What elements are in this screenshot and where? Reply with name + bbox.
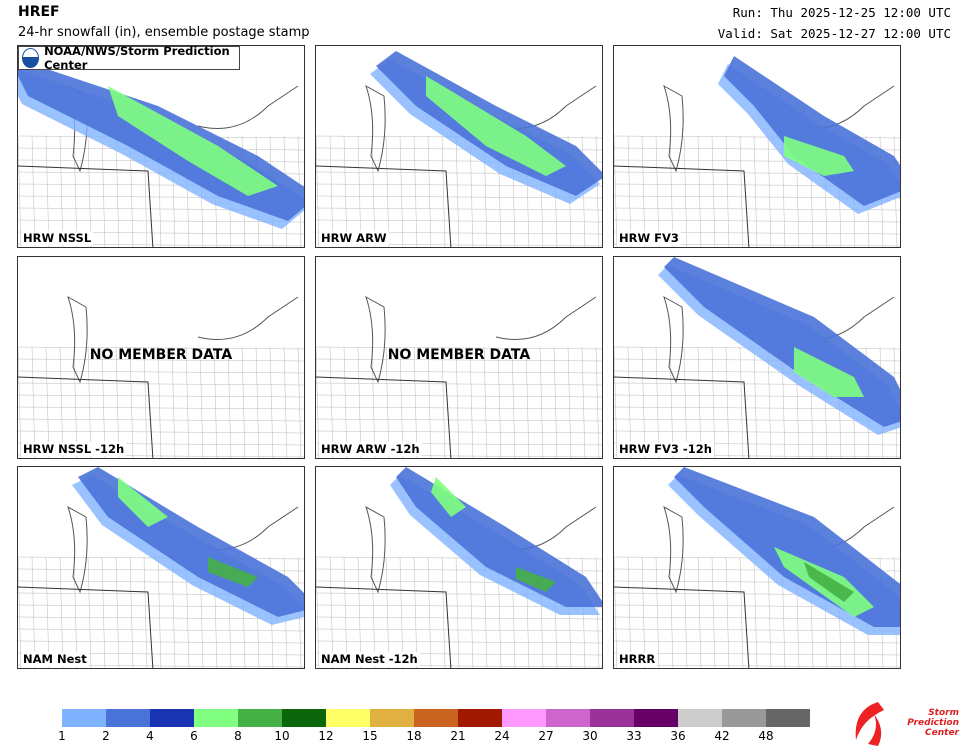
panel-label: HRRR — [617, 652, 658, 666]
snow-band — [804, 562, 854, 602]
colorbar-swatch — [678, 709, 722, 727]
colorbar-tick-label: 6 — [190, 729, 198, 743]
map-panel: NO MEMBER DATA HRW ARW -12h — [315, 256, 603, 459]
snow-band — [724, 56, 900, 206]
colorbar-tick-label: 12 — [318, 729, 334, 743]
colorbar-swatch — [414, 709, 458, 727]
colorbar-tick-label: 33 — [626, 729, 642, 743]
colorbar-swatch — [238, 709, 282, 727]
colorbar-tick-label: 18 — [406, 729, 422, 743]
panel-label: HRW NSSL — [21, 231, 94, 245]
map-base — [316, 295, 602, 458]
colorbar-swatch — [370, 709, 414, 727]
colorbar-tick-label: 8 — [234, 729, 242, 743]
no-data-message: NO MEMBER DATA — [89, 347, 233, 363]
snow-band — [431, 477, 466, 517]
colorbar-swatch — [590, 709, 634, 727]
colorbar-swatch — [62, 709, 106, 727]
colorbar-tick-label: 24 — [494, 729, 510, 743]
colorbar — [62, 709, 810, 727]
snow-band — [516, 567, 556, 592]
colorbar-tick-label: 36 — [670, 729, 686, 743]
snow-band — [426, 76, 566, 176]
noaa-logo-banner: NOAA/NWS/Storm Prediction Center — [18, 44, 240, 72]
colorbar-tick-label: 21 — [450, 729, 466, 743]
map-panel: HRW FV3 — [613, 45, 901, 248]
colorbar-swatch — [766, 709, 810, 727]
colorbar-tick-label: 30 — [582, 729, 598, 743]
colorbar-tick-label: 1 — [58, 729, 66, 743]
snow-band — [118, 477, 168, 527]
map-base — [316, 51, 602, 247]
colorbar-swatch — [502, 709, 546, 727]
colorbar-tick-label: 4 — [146, 729, 154, 743]
product-title: HREF — [18, 4, 60, 20]
colorbar-swatch — [106, 709, 150, 727]
map-base — [18, 467, 304, 668]
colorbar-tick-label: 2 — [102, 729, 110, 743]
colorbar-tick-label: 42 — [714, 729, 730, 743]
run-time: Run: Thu 2025-12-25 12:00 UTC — [732, 5, 951, 20]
product-subtitle: 24-hr snowfall (in), ensemble postage st… — [18, 25, 310, 40]
no-data-message: NO MEMBER DATA — [387, 347, 531, 363]
noaa-logo-text: NOAA/NWS/Storm Prediction Center — [44, 44, 230, 72]
colorbar-tick-label: 27 — [538, 729, 554, 743]
panel-label: NAM Nest -12h — [319, 652, 420, 666]
map-panel: HRW FV3 -12h — [613, 256, 901, 459]
colorbar-swatch — [546, 709, 590, 727]
map-panel: HRW NSSL — [17, 45, 305, 248]
colorbar-swatch — [282, 709, 326, 727]
valid-time: Valid: Sat 2025-12-27 12:00 UTC — [717, 26, 951, 41]
spc-logo: Storm Prediction Center — [848, 700, 963, 748]
panel-label: HRW ARW -12h — [319, 442, 422, 456]
colorbar-swatch — [458, 709, 502, 727]
panel-label: HRW FV3 -12h — [617, 442, 714, 456]
map-base — [18, 59, 304, 247]
colorbar-swatch — [634, 709, 678, 727]
map-panel: NAM Nest -12h — [315, 466, 603, 669]
snow-band — [794, 347, 864, 397]
map-base — [614, 257, 900, 458]
noaa-logo-icon — [22, 48, 40, 68]
map-panel: NAM Nest — [17, 466, 305, 669]
colorbar-tick-label: 10 — [274, 729, 290, 743]
colorbar-tick-label: 15 — [362, 729, 378, 743]
map-base — [18, 295, 304, 458]
snow-band — [208, 557, 258, 587]
panel-label: HRW ARW — [319, 231, 389, 245]
snow-band — [108, 86, 278, 196]
colorbar-tick-label: 48 — [758, 729, 774, 743]
map-panel: NO MEMBER DATA HRW NSSL -12h — [17, 256, 305, 459]
colorbar-swatch — [326, 709, 370, 727]
map-base — [316, 467, 602, 668]
colorbar-swatch — [150, 709, 194, 727]
colorbar-swatch — [194, 709, 238, 727]
panel-label: HRW NSSL -12h — [21, 442, 127, 456]
panel-label: HRW FV3 — [617, 231, 681, 245]
panel-label: NAM Nest — [21, 652, 89, 666]
map-base — [614, 467, 900, 668]
map-panel: HRRR — [613, 466, 901, 669]
snow-band — [784, 136, 854, 176]
map-panel: HRW ARW — [315, 45, 603, 248]
map-base — [614, 56, 900, 247]
snow-band — [78, 467, 304, 617]
colorbar-swatch — [722, 709, 766, 727]
snow-band — [396, 467, 602, 607]
